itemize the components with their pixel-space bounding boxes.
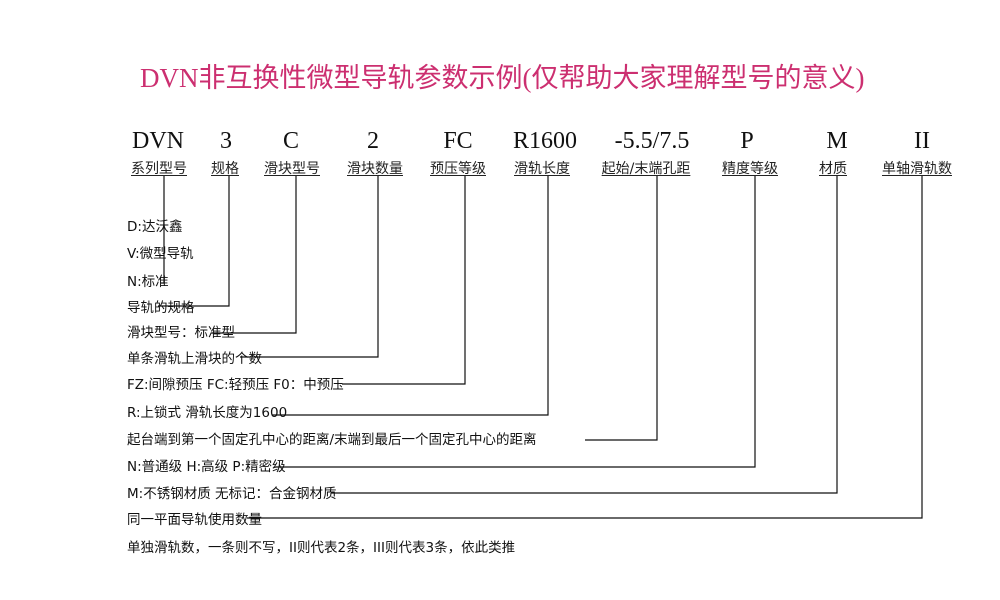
desc-material: M:不锈钢材质 无标记：合金钢材质 bbox=[127, 486, 337, 502]
label-preload: 预压等级 bbox=[430, 161, 486, 177]
desc-series-v: V:微型导轨 bbox=[127, 246, 194, 262]
desc-hole-pitch: 起台端到第一个固定孔中心的距离/末端到最后一个固定孔中心的距离 bbox=[127, 432, 537, 448]
code-rail-length: R1600 bbox=[512, 128, 578, 154]
leader-line-hole-pitch bbox=[585, 176, 658, 441]
desc-preload: FZ:间隙预压 FC:轻预压 F0：中预压 bbox=[127, 377, 344, 393]
desc-block-count: 单条滑轨上滑块的个数 bbox=[127, 351, 262, 367]
desc-series-d: D:达沃鑫 bbox=[127, 219, 183, 235]
leader-line-series bbox=[161, 176, 165, 284]
diagram-title: DVN非互换性微型导轨参数示例(仅帮助大家理解型号的意义) bbox=[140, 63, 865, 93]
code-size: 3 bbox=[220, 128, 232, 154]
code-block-count: 2 bbox=[367, 128, 379, 154]
leader-line-size bbox=[158, 176, 230, 307]
desc-rail-count: 同一平面导轨使用数量 bbox=[127, 512, 262, 528]
desc-accuracy: N:普通级 H:高级 P:精密级 bbox=[127, 459, 286, 475]
desc-rail-length: R:上锁式 滑轨长度为1600 bbox=[127, 405, 288, 421]
label-series: 系列型号 bbox=[131, 161, 187, 177]
leader-line-rail-count bbox=[247, 176, 923, 519]
leader-line-rail-length bbox=[272, 176, 549, 416]
desc-series-n: N:标准 bbox=[127, 274, 169, 290]
label-rail-count: 单轴滑轨数 bbox=[882, 161, 952, 177]
label-accuracy: 精度等级 bbox=[722, 161, 778, 177]
label-size: 规格 bbox=[211, 161, 239, 177]
label-rail-length: 滑轨长度 bbox=[514, 161, 570, 177]
desc-size: 导轨的规格 bbox=[127, 300, 195, 316]
leader-line-block-count bbox=[240, 176, 379, 358]
label-block-type: 滑块型号 bbox=[264, 161, 320, 177]
code-accuracy: P bbox=[740, 128, 754, 154]
label-material: 材质 bbox=[819, 161, 847, 177]
label-hole-pitch: 起始/末端孔距 bbox=[601, 161, 691, 177]
code-preload: FC bbox=[443, 128, 473, 154]
leader-line-preload bbox=[342, 176, 466, 385]
leader-line-accuracy bbox=[275, 176, 756, 468]
desc-rail-count-note: 单独滑轨数，一条则不写，II则代表2条，III则代表3条，依此类推 bbox=[127, 540, 516, 556]
code-block-type: C bbox=[282, 128, 300, 154]
desc-block-type: 滑块型号：标准型 bbox=[127, 325, 235, 341]
label-block-count: 滑块数量 bbox=[347, 161, 403, 177]
code-series: DVN bbox=[132, 128, 184, 154]
code-material: M bbox=[826, 128, 848, 154]
leader-line-material bbox=[331, 176, 838, 494]
leader-line-block-type bbox=[211, 176, 297, 334]
code-hole-pitch: -5.5/7.5 bbox=[614, 128, 690, 154]
code-rail-count: II bbox=[914, 128, 930, 154]
